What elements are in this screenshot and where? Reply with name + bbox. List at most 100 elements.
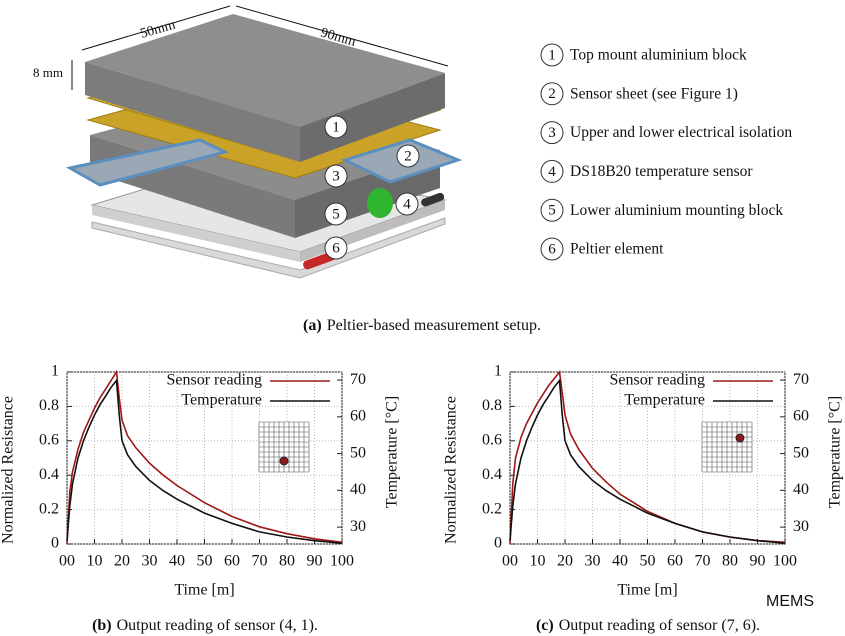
x-tick-label: 00 [502,553,518,570]
x-axis-label: Time [m] [174,582,234,599]
marker-number: 3 [332,168,340,184]
caption-tag: (b) [92,617,112,634]
list-circle [540,82,564,106]
assembly-drawing [65,5,463,279]
x-tick-label: 90 [750,553,766,570]
caption: (c) Output reading of sensor (7, 6). [536,617,760,634]
x-tick-label: 30 [585,553,601,570]
x-tick-label: 60 [224,553,240,570]
dimension-line [81,5,231,51]
legend-label: Sensor reading [166,372,262,389]
y2-tick-label: 40 [350,481,366,498]
y-tick-label: 0.8 [482,397,502,414]
chart: 00 10 20 30 40 50 60 70 80 90 100 0 0.2 0.4 0.6 0.8 1 30 4… [0,363,401,599]
y-tick-label: 0.4 [482,466,502,483]
list-number: 1 [548,47,556,63]
x-tick-label: 80 [722,553,738,570]
y-axis-label: Normalized Resistance [0,396,17,544]
list-label: Peltier element [570,241,664,258]
x-tick-label: 100 [330,553,354,570]
caption-text: Peltier-based measurement setup. [327,317,541,334]
marker-number: 2 [404,148,412,164]
dimension-line [235,5,449,67]
list-number: 6 [548,241,556,257]
top-block-top [85,14,445,127]
y-tick-label: 0.4 [39,466,59,483]
list-label: Sensor sheet (see Figure 1) [570,85,738,102]
marker-number: 1 [332,119,340,135]
y2-axis-label: Temperature [°C] [827,396,844,508]
black-wire [421,192,445,207]
x-tick-label: 100 [773,553,797,570]
top-block-side [300,73,445,162]
x-tick-label: 10 [87,553,103,570]
temperature-sensor [367,188,393,218]
y2-tick-label: 60 [793,408,809,425]
y2-tick-label: 50 [350,444,366,461]
list-number: 5 [548,203,556,219]
y-tick-label: 0 [51,535,59,552]
peltier-bottom [91,217,446,279]
x-tick-label: 60 [667,553,683,570]
x-tick-label: 50 [197,553,213,570]
caption-tag: (c) [536,617,554,634]
data-line [66,369,343,545]
legend-label: Sensor reading [609,372,705,389]
x-tick-label: 00 [59,553,75,570]
watermark: MEMS [766,593,814,610]
x-axis-label: Time [m] [617,582,677,599]
x-tick-label: 80 [279,553,295,570]
x-tick-label: 30 [142,553,158,570]
y-tick-label: 0.2 [482,500,502,517]
x-tick-label: 50 [640,553,656,570]
y2-tick-label: 70 [793,371,809,388]
list-label: DS18B20 temperature sensor [570,163,753,180]
x-tick-label: 70 [695,553,711,570]
top-block-front [85,62,300,162]
caption-tag: (a) [303,317,322,334]
caption-text: Output reading of sensor (7, 6). [559,617,760,634]
y2-axis-label: Temperature [°C] [384,396,401,508]
list-number: 4 [548,164,556,180]
list-circle [540,237,564,261]
legend-label: Temperature [624,392,705,409]
x-tick-label: 20 [114,553,130,570]
list-circle [540,43,564,67]
y2-tick-label: 30 [350,518,366,535]
marker-number: 5 [332,206,340,222]
x-tick-label: 90 [307,553,323,570]
x-tick-label: 40 [612,553,628,570]
list-number: 3 [548,125,556,141]
y-tick-label: 0.6 [39,431,59,448]
sensor-strip [65,138,230,187]
list-circle [540,198,564,222]
x-tick-label: 10 [530,553,546,570]
marker-number: 4 [403,196,411,212]
y2-tick-label: 70 [350,371,366,388]
y-tick-label: 0.6 [482,431,502,448]
caption-text: Output reading of sensor (4, 1). [117,617,318,634]
y-tick-label: 0 [494,535,502,552]
component-list: 1 Top mount aluminium block 2 Sensor sheet … [540,43,792,261]
marker-circle [395,192,419,216]
chart: 00 10 20 30 40 50 60 70 80 90 100 0 0.2 0.4 0.6 0.8 1 30 4… [443,363,844,599]
list-number: 2 [548,86,556,102]
y2-tick-label: 60 [350,408,366,425]
marker-circle [324,202,348,226]
x-tick-label: 40 [169,553,185,570]
y2-tick-label: 40 [793,481,809,498]
list-label: Upper and lower electrical isolation [570,124,792,141]
marker-circle [324,115,348,139]
y-tick-label: 0.8 [39,397,59,414]
dimension-label: 8 mm [33,65,63,80]
y-tick-label: 0.2 [39,500,59,517]
y2-tick-label: 50 [793,444,809,461]
x-tick-label: 70 [252,553,268,570]
y-axis-label: Normalized Resistance [443,396,460,544]
inset-dot [279,456,289,466]
data-line [66,378,343,545]
list-label: Top mount aluminium block [570,47,747,64]
list-label: Lower aluminium mounting block [570,202,783,219]
